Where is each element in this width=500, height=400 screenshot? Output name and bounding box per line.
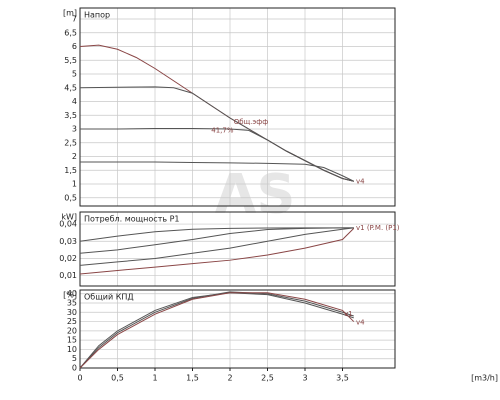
y-tick-label: 0 xyxy=(72,364,77,373)
y-tick-label: 10 xyxy=(67,345,77,354)
annotation: v1 xyxy=(344,310,353,318)
y-tick-label: 35 xyxy=(67,299,77,308)
curve xyxy=(79,292,355,369)
x-axis-label: [m3/h] xyxy=(471,374,498,383)
y-tick-label: 5 xyxy=(72,354,77,363)
panel-title: Напор xyxy=(84,11,110,20)
annotation: v1 (P.M. (P1) xyxy=(356,224,400,232)
panel-title: Общий КПД xyxy=(84,293,134,302)
curve xyxy=(79,291,354,369)
annotation: 41,7% xyxy=(211,126,234,134)
y-tick-label: 4,5 xyxy=(64,83,77,92)
watermark: AS xyxy=(215,163,296,226)
x-tick-label: 0 xyxy=(77,374,82,383)
x-tick-label: 1,5 xyxy=(186,374,199,383)
curve xyxy=(79,227,355,275)
x-tick-label: 2,5 xyxy=(261,374,274,383)
curve xyxy=(80,161,354,182)
curve xyxy=(80,127,354,182)
panel-frame xyxy=(79,7,396,207)
y-axis-label: [m] xyxy=(63,9,77,18)
y-tick-label: 2,5 xyxy=(64,138,77,147)
x-tick-label: 0,5 xyxy=(111,374,124,383)
y-tick-label: 0,5 xyxy=(64,193,77,202)
annotation: Общ.эфф xyxy=(234,118,268,126)
y-tick-label: 6,5 xyxy=(64,28,77,37)
y-tick-label: 3 xyxy=(72,125,77,134)
panel-title: Потребл. мощность P1 xyxy=(84,215,180,224)
annotation: v4 xyxy=(356,319,365,327)
y-tick-label: 15 xyxy=(67,336,77,345)
curve xyxy=(79,227,354,242)
y-tick-label: 20 xyxy=(67,326,77,335)
y-tick-label: 4 xyxy=(72,97,77,106)
y-tick-label: 30 xyxy=(67,308,77,317)
x-tick-label: 3,5 xyxy=(336,374,349,383)
panel-frame xyxy=(79,289,396,369)
curve xyxy=(79,227,354,254)
x-tick-label: 3 xyxy=(302,374,307,383)
y-tick-label: 6 xyxy=(72,42,77,51)
curve xyxy=(79,227,354,266)
y-tick-label: 1,5 xyxy=(64,166,77,175)
y-tick-label: 40 xyxy=(67,289,77,298)
y-tick-label: 0,03 xyxy=(59,237,77,246)
panel-frame xyxy=(79,211,396,287)
x-tick-label: 1 xyxy=(152,374,157,383)
y-tick-label: 25 xyxy=(67,317,77,326)
y-tick-label: 1 xyxy=(72,180,77,189)
curve xyxy=(79,44,354,182)
y-axis-label: kW] xyxy=(61,213,77,222)
y-tick-label: 3,5 xyxy=(64,111,77,120)
y-axis-label: [%] xyxy=(63,291,77,300)
annotation: v4 xyxy=(356,177,365,185)
y-tick-label: 2 xyxy=(72,152,77,161)
y-tick-label: 0,04 xyxy=(59,220,77,229)
y-tick-label: 0,01 xyxy=(59,271,77,280)
x-tick-label: 2 xyxy=(227,374,232,383)
y-tick-label: 0,02 xyxy=(59,254,77,263)
y-tick-label: 5 xyxy=(72,70,77,79)
y-tick-label: 7 xyxy=(72,15,77,24)
y-tick-label: 5,5 xyxy=(64,56,77,65)
